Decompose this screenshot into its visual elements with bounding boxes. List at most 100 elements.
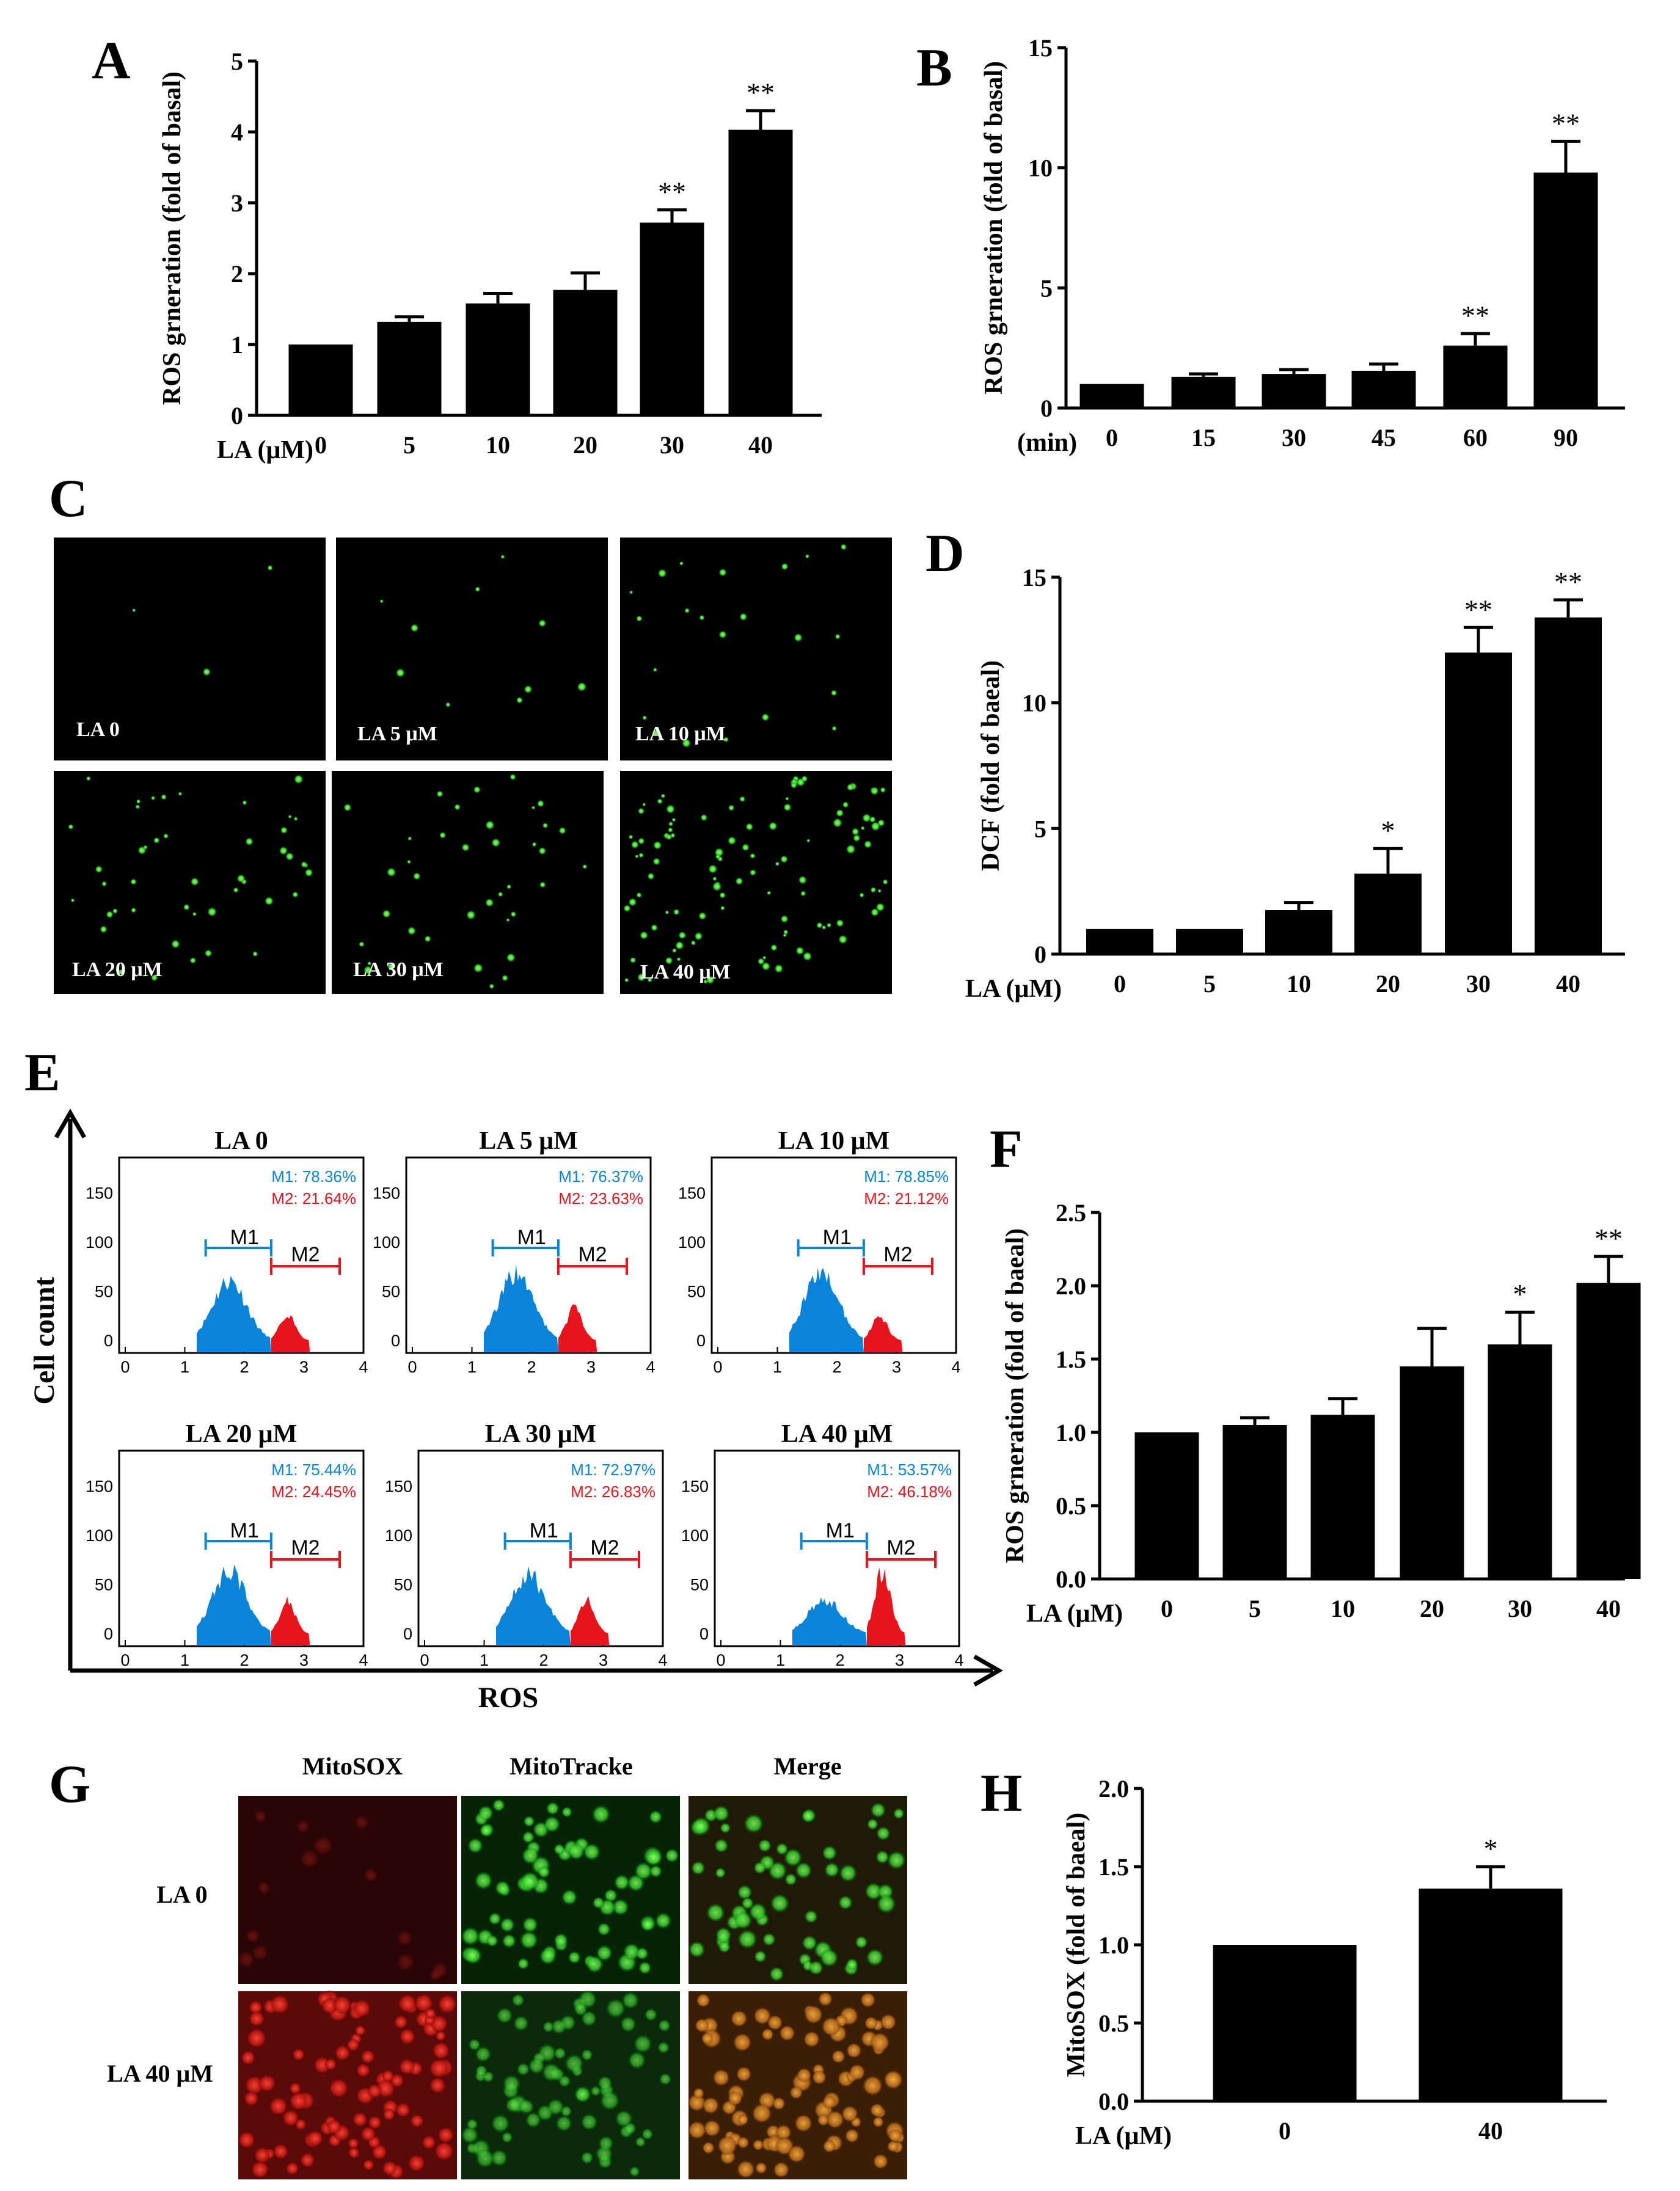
flow-y-tick: 0 [403,1625,412,1643]
cell-dot [880,787,886,793]
cell-dot [783,803,792,812]
cell-dot [68,823,74,830]
histogram-area [484,1264,558,1352]
cell-dot [354,1815,369,1830]
cell-dot [849,2063,866,2081]
cell-dot [804,1909,819,1924]
cell-dot [805,554,809,559]
y-tick-label: 0 [1034,941,1046,968]
cell-dot [845,1958,859,1971]
cell-dot [367,2083,382,2099]
gate-label-m2: M2 [883,1243,912,1266]
cell-dot [267,565,273,571]
cell-dot [352,2112,368,2127]
cell-dot [637,973,646,982]
stat-m1: M1: 76.37% [558,1167,643,1186]
cell-dot [519,2099,535,2115]
gate-label-m1: M1 [826,1519,855,1542]
cell-dot [749,869,756,876]
cell-dot [150,795,156,801]
y-tick-label: 1.5 [1098,1853,1129,1881]
cell-dot [822,925,827,930]
cell-dot [811,2069,827,2085]
cell-dot [752,2139,764,2151]
y-tick-label: 0.0 [1056,1566,1086,1593]
cell-dot [698,911,707,921]
cell-dot [783,929,789,935]
cell-dot [745,823,754,831]
cell-dot [525,2112,542,2129]
cell-dot [780,855,788,864]
cell-dot [605,1998,626,2019]
cell-dot [386,867,396,877]
cell-dot [893,1807,905,1820]
cell-dot [490,2113,511,2134]
cell-dot [712,2069,730,2087]
cell-dot [681,738,692,748]
cell-dot [363,1868,378,1883]
cell-dot [153,837,160,844]
bar [1400,1366,1464,1579]
cell-dot [246,2027,267,2049]
cell-dot [762,955,767,960]
flow-y-tick: 100 [385,1526,412,1545]
cell-dot [379,599,384,603]
cell-dot [794,1861,813,1879]
bar [1310,1415,1375,1579]
cell-dot [637,807,645,815]
cell-dot [775,2124,792,2141]
panel-label-b: B [916,38,952,98]
cell-dot [523,1815,535,1828]
cell-dot [461,843,470,852]
cell-dot [301,861,307,868]
cell-dot [313,1836,333,1856]
cell-dot [623,2121,637,2135]
cell-dot [580,2049,594,2062]
cell-dot [712,1804,730,1823]
cell-dot [396,1930,412,1946]
cell-dot [871,908,880,917]
cell-dot [715,1927,732,1944]
image-tile [54,771,326,994]
histogram-area [271,1315,310,1352]
cell-dot [582,1842,601,1861]
cell-dot [326,2118,342,2135]
cell-dot [703,2119,721,2137]
x-axis-label: LA (μM) [1075,2122,1172,2150]
cell-dot [429,2077,447,2094]
cell-dot [296,1820,310,1834]
cell-dot [648,1810,663,1824]
cell-dot [723,737,729,743]
cell-dot [657,2019,671,2033]
cell-dot [816,922,823,929]
cell-dot [735,877,743,886]
bar [1351,371,1416,408]
cell-dot [629,590,634,594]
stat-m2: M2: 26.83% [571,1482,656,1501]
flow-x-tick-label: 0 [716,1651,725,1669]
cell-dot [830,690,838,696]
gate-label-m2: M2 [291,1536,320,1559]
cell-dot [538,847,546,855]
significance-mark: ** [1554,566,1582,597]
cell-dot [690,940,696,946]
cell-dot [665,957,673,965]
x-tick-label: 60 [1463,424,1488,451]
cell-dot [360,2126,376,2142]
y-tick-label: 3 [231,189,243,217]
g-column-label: MitoSOX [302,1752,403,1780]
x-tick-label: 90 [1554,424,1578,451]
cell-dot [293,774,304,784]
cell-dot [564,2053,585,2074]
cell-dot [207,906,217,917]
flow-x-tick-label: 3 [895,1651,904,1669]
cell-dot [860,1992,876,2008]
y-tick-label: 4 [231,118,243,146]
cell-dot [736,1884,753,1900]
cell-dot [748,1902,767,1922]
cell-dot [613,1874,630,1891]
cell-dot [796,2067,812,2083]
cell-dot [719,892,726,899]
y-tick-label: 5 [231,48,243,75]
cell-dot [865,1948,885,1967]
